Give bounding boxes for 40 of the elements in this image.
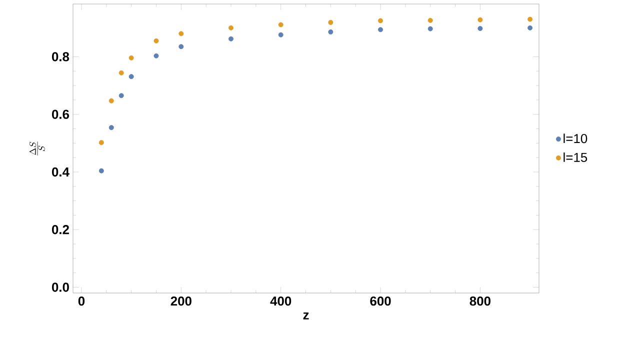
legend-label: l=10 (564, 134, 588, 144)
x-tick-label: 600 (370, 296, 391, 306)
point (178, 31, 184, 36)
point (154, 38, 159, 44)
point (108, 125, 114, 130)
point (428, 18, 433, 23)
point (278, 22, 284, 28)
x-tick-label: 400 (270, 296, 292, 306)
point (118, 93, 124, 98)
y-tick-label: 0.2 (52, 225, 69, 234)
point (98, 168, 104, 174)
x-tick-label: 800 (470, 296, 490, 306)
point (98, 140, 104, 146)
x-axis-title: z (303, 312, 309, 320)
point (528, 25, 533, 30)
legend-label: l=15 (564, 152, 588, 162)
y-tick-label: 0.4 (52, 167, 70, 177)
point (378, 27, 384, 32)
point (118, 70, 124, 76)
point (378, 18, 384, 24)
point (428, 26, 433, 32)
point (328, 20, 334, 25)
point (128, 55, 134, 60)
y-tick-label: 0.0 (52, 282, 69, 292)
x-tick-label: 0 (78, 296, 85, 306)
point (328, 29, 334, 34)
point (278, 32, 284, 38)
point (228, 25, 234, 30)
x-tick-label: 200 (170, 296, 192, 306)
y-tick-label: 0.6 (52, 110, 70, 119)
y-tick-label: 0.8 (52, 52, 70, 62)
point (154, 53, 159, 58)
point (478, 17, 483, 22)
point (478, 26, 483, 31)
y-axis-title: $\frac{\Delta S}{S}$ (29, 142, 45, 156)
point (108, 98, 114, 104)
point (178, 44, 184, 50)
point (528, 16, 533, 22)
point (128, 74, 134, 80)
point (228, 36, 234, 42)
